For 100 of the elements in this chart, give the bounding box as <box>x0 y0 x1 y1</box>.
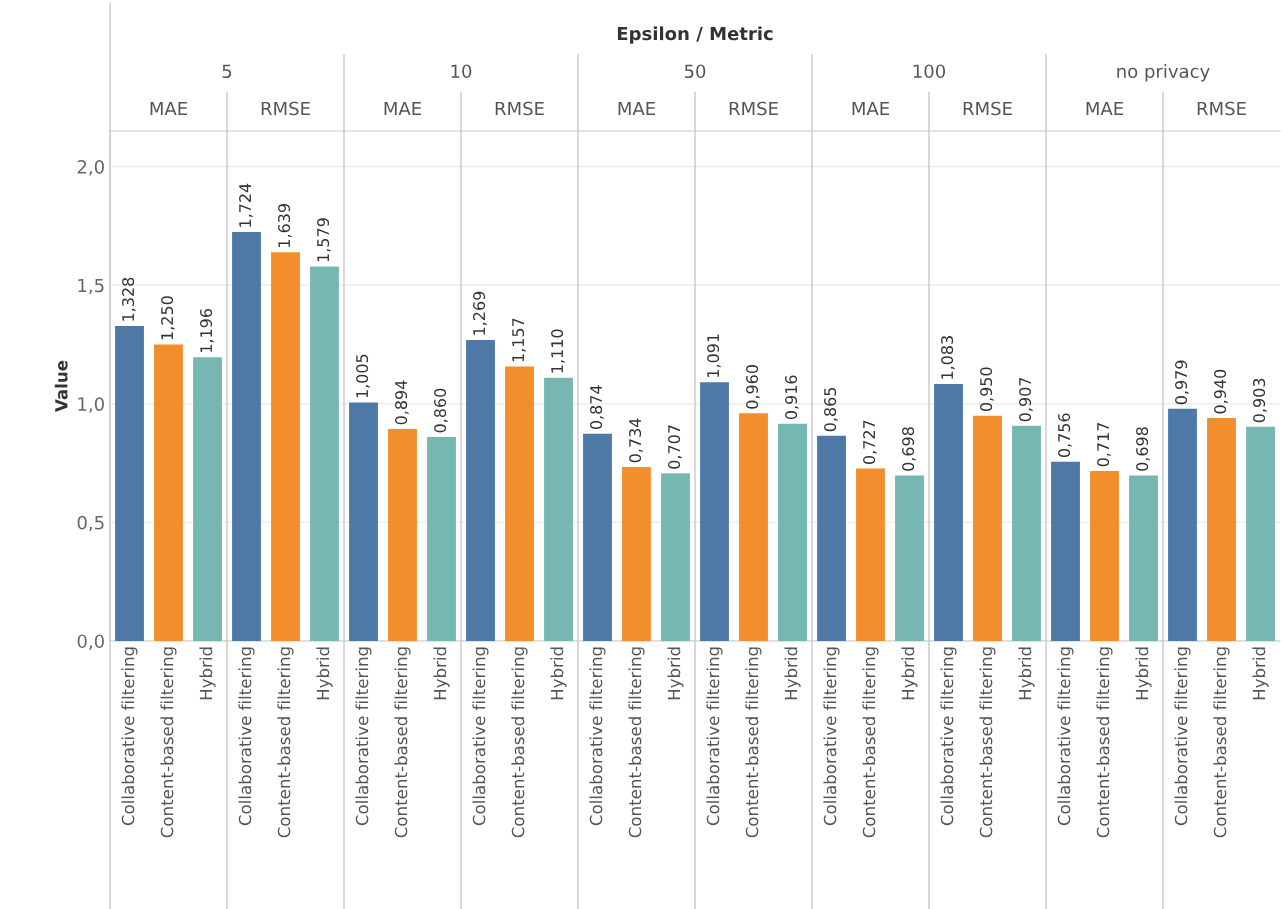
text: 50 <box>684 64 706 79</box>
data-label: 1,091 <box>707 334 721 377</box>
text: no privacy <box>1117 64 1210 82</box>
data-label: 1,005 <box>356 354 370 398</box>
text: MAE <box>1086 101 1124 116</box>
data-label: 0,950 <box>980 367 994 412</box>
text: 10 <box>451 64 472 79</box>
x-tick-label: Collaborative filtering <box>589 647 606 826</box>
bar <box>1207 418 1236 641</box>
x-tick-label: Hybrid <box>199 647 216 700</box>
bar <box>193 357 222 641</box>
x-tick-label: Content-based filtering <box>394 647 411 838</box>
x-tick-label: Collaborative filtering <box>940 647 957 826</box>
text: RMSE <box>261 101 310 116</box>
bar <box>1246 426 1275 641</box>
data-label: 0,916 <box>785 375 799 420</box>
text: MAE <box>852 101 890 116</box>
bar <box>895 475 924 641</box>
bar <box>115 325 144 641</box>
data-label: 1,110 <box>551 329 565 373</box>
data-label: 1,639 <box>278 204 292 247</box>
y-tick-label: 1,0 <box>78 397 104 413</box>
bar <box>271 252 300 641</box>
data-label: 0,734 <box>629 418 643 463</box>
x-tick-label: Collaborative filtering <box>1057 647 1074 826</box>
x-tick-label: Hybrid <box>667 647 684 700</box>
x-tick-label: Hybrid <box>433 647 450 700</box>
bar <box>388 428 417 641</box>
x-tick-label: Hybrid <box>550 647 567 700</box>
data-label: 0,979 <box>1175 360 1189 405</box>
x-tick-label: Content-based filtering <box>628 647 645 838</box>
data-label: 0,940 <box>1214 369 1228 414</box>
bar <box>349 402 378 641</box>
bar <box>466 339 495 641</box>
data-label: 0,903 <box>1253 378 1267 423</box>
y-tick-label: 1,5 <box>78 278 104 295</box>
data-label: 0,894 <box>395 380 409 425</box>
bar <box>310 266 339 641</box>
x-tick-label: Collaborative filtering <box>121 647 138 826</box>
x-tick-label: Content-based filtering <box>1213 647 1230 838</box>
text: MAE <box>150 101 188 116</box>
y-tick-label: 2,0 <box>77 160 104 176</box>
chart-title: Epsilon / Metric <box>617 26 773 44</box>
text: MAE <box>618 101 656 116</box>
x-tick-label: Hybrid <box>784 647 801 700</box>
text: MAE <box>384 101 422 116</box>
y-tick-label: 0,0 <box>77 634 104 650</box>
text: RMSE <box>495 101 544 116</box>
data-label: 0,907 <box>1019 377 1033 422</box>
x-tick-label: Collaborative filtering <box>823 647 840 826</box>
bar <box>505 366 534 641</box>
x-tick-label: Collaborative filtering <box>238 647 255 826</box>
bar <box>1012 425 1041 641</box>
bar <box>544 377 573 641</box>
x-tick-label: Content-based filtering <box>979 647 996 838</box>
x-tick-label: Content-based filtering <box>511 647 528 838</box>
text: RMSE <box>1197 101 1246 116</box>
bar <box>1090 470 1119 641</box>
text: 100 <box>913 64 946 79</box>
bar <box>778 423 807 641</box>
data-label: 0,874 <box>590 385 604 430</box>
x-tick-label: Content-based filtering <box>277 647 294 838</box>
bar <box>1051 461 1080 641</box>
x-tick-label: Hybrid <box>1135 647 1152 700</box>
data-label: 0,717 <box>1097 423 1111 467</box>
text: 5 <box>222 64 232 79</box>
x-tick-label: Hybrid <box>316 647 333 700</box>
x-tick-label: Collaborative filtering <box>472 647 489 826</box>
x-tick-label: Collaborative filtering <box>355 647 372 826</box>
bar <box>427 437 456 641</box>
data-label: 1,157 <box>512 318 526 362</box>
bar <box>856 468 885 641</box>
bar <box>622 466 651 641</box>
y-tick-label: 0,5 <box>77 515 104 532</box>
bar <box>1168 408 1197 641</box>
bar <box>232 232 261 641</box>
data-label: 1,579 <box>317 218 331 262</box>
bar <box>934 384 963 641</box>
bar <box>583 433 612 641</box>
bar <box>973 415 1002 641</box>
bar <box>700 382 729 641</box>
x-tick-label: Hybrid <box>1252 647 1269 700</box>
data-label: 0,865 <box>824 387 838 432</box>
data-label: 1,269 <box>473 291 487 335</box>
text: RMSE <box>963 101 1012 116</box>
data-label: 1,328 <box>122 277 136 321</box>
data-label: 0,727 <box>863 420 877 464</box>
data-label: 0,707 <box>668 425 682 469</box>
bar <box>817 435 846 641</box>
x-tick-label: Content-based filtering <box>1096 647 1113 838</box>
text: RMSE <box>729 101 778 116</box>
x-tick-label: Content-based filtering <box>160 647 177 838</box>
x-tick-label: Hybrid <box>1018 647 1035 700</box>
bar <box>739 413 768 641</box>
bar <box>1129 475 1158 641</box>
y-axis-title: Value <box>54 360 68 412</box>
bar <box>661 473 690 641</box>
data-label: 0,698 <box>1136 427 1150 471</box>
data-label: 0,698 <box>902 427 916 471</box>
data-label: 1,196 <box>200 309 214 352</box>
